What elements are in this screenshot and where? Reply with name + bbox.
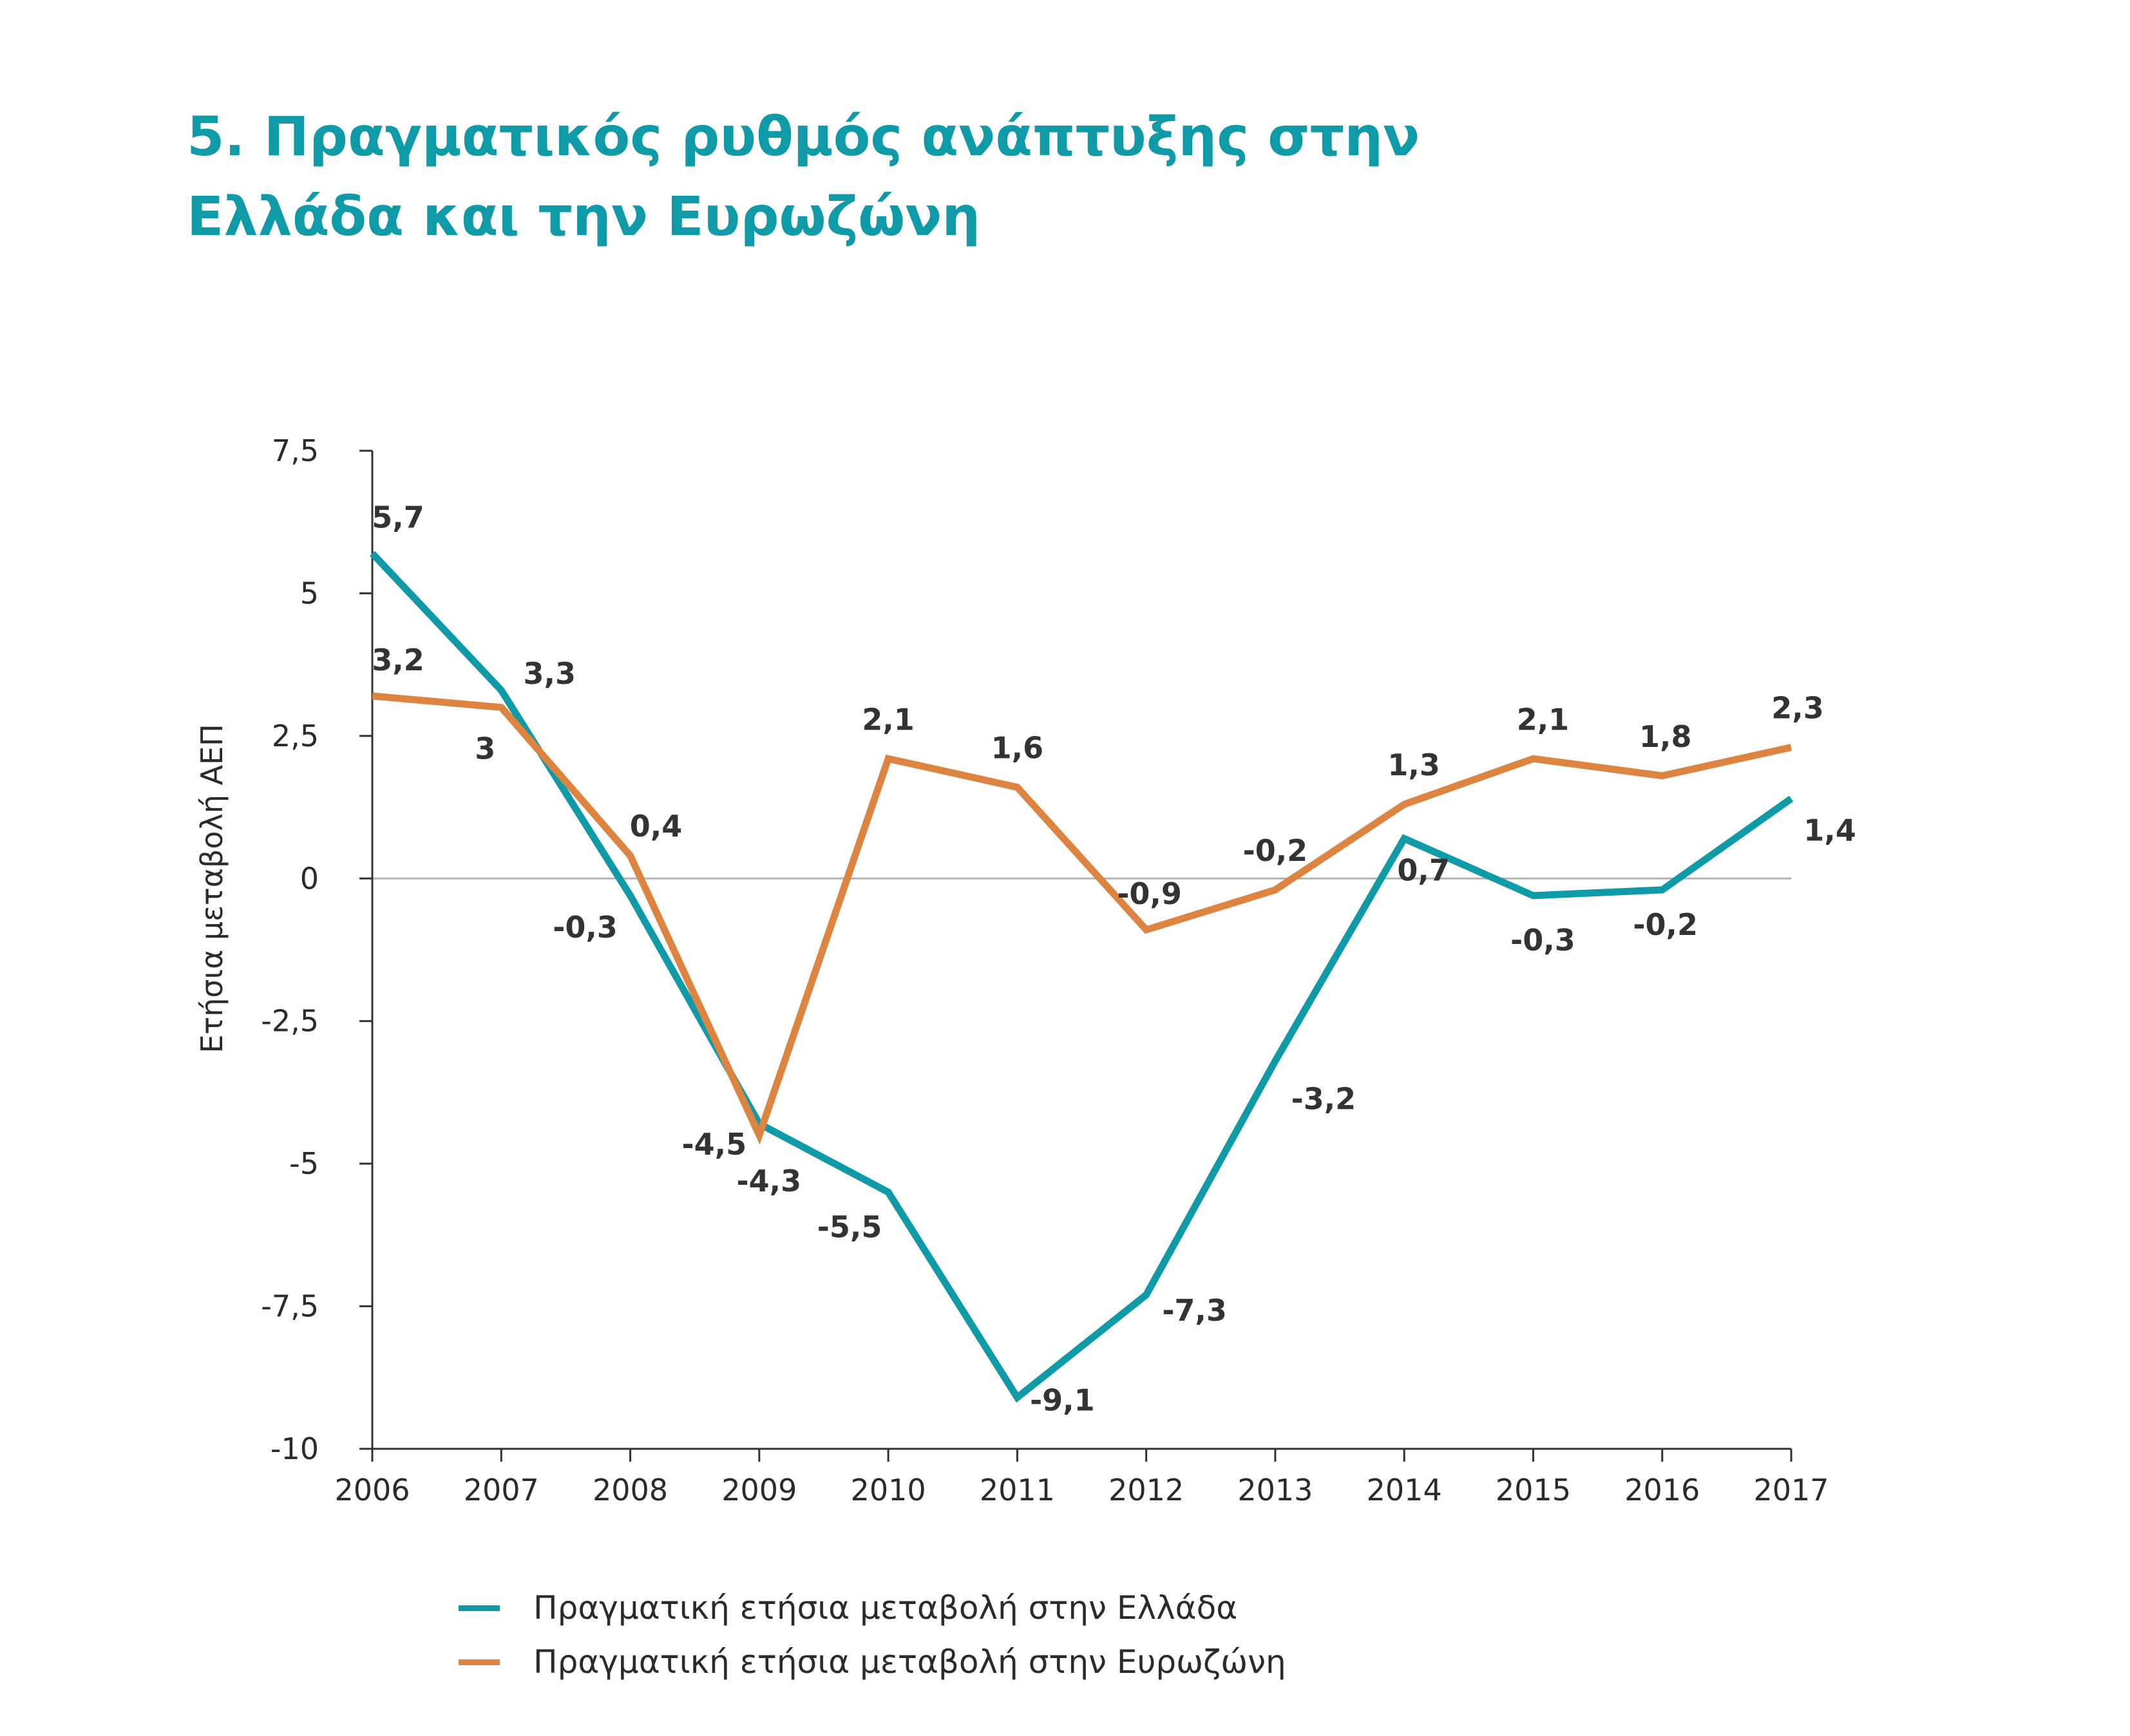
data-label-eurozone: 2,1 [862,702,915,737]
chart-title-line-1: 5. Πραγματικός ρυθμός ανάπτυξης στην [187,105,1420,168]
chart-series-lines [369,551,1794,1403]
chart-title-line-2: Ελλάδα και την Ευρωζώνη [187,185,981,248]
data-label-eurozone: 1,6 [991,731,1044,766]
y-tick-label: 0 [300,861,319,896]
data-label-greece: -5,5 [817,1209,882,1244]
data-label-eurozone: 0,4 [630,809,683,844]
y-tick-label: 2,5 [272,719,319,753]
line-chart: 7,5 5 2,5 0 -2,5 -5 -7,5 -10 2006 2007 2008 2009 201… [195,433,1856,1507]
x-tick-label: 2010 [851,1473,926,1507]
data-label-greece: 1,4 [1803,813,1856,847]
x-tick-label: 2017 [1753,1473,1829,1507]
data-label-greece: 0,7 [1397,853,1450,887]
legend-label-greece: Πραγματική ετήσια μεταβολή στην Ελλάδα [533,1589,1238,1627]
x-tick-label: 2015 [1496,1473,1571,1507]
y-tick-label: 5 [300,576,319,610]
x-tick-label: 2009 [721,1473,797,1507]
legend-item-greece: Πραγματική ετήσια μεταβολή στην Ελλάδα [459,1581,1286,1635]
legend-item-eurozone: Πραγματική ετήσια μεταβολή στην Ευρωζώνη [459,1635,1286,1689]
x-tick-label: 2007 [464,1473,539,1507]
chart-axes: 7,5 5 2,5 0 -2,5 -5 -7,5 -10 2006 2007 2008 2009 201… [195,433,1829,1507]
data-label-eurozone: 3,2 [372,643,424,677]
data-label-eurozone: 2,1 [1517,702,1570,737]
data-label-eurozone: -0,9 [1117,876,1182,911]
data-label-greece: -4,3 [737,1164,802,1198]
y-axis-title: Ετήσια μεταβολή ΑΕΠ [195,724,229,1053]
x-tick-label: 2013 [1237,1473,1313,1507]
legend-swatch-greece [459,1605,500,1611]
data-label-eurozone: 1,8 [1639,719,1692,754]
data-label-eurozone: -0,2 [1243,833,1308,868]
chart-legend: Πραγματική ετήσια μεταβολή στην Ελλάδα Π… [459,1581,1286,1689]
y-tick-label: -7,5 [261,1289,319,1324]
chart-data-labels: 5,7 3,3 -0,3 -4,3 -5,5 -9,1 -7,3 -3,2 0,7 -0,3 -0,… [372,500,1856,1417]
y-tick-label: -5 [289,1146,319,1181]
data-label-eurozone: 1,3 [1387,748,1440,782]
data-label-eurozone: 2,3 [1771,691,1824,726]
data-label-greece: -0,3 [553,910,618,945]
legend-label-eurozone: Πραγματική ετήσια μεταβολή στην Ευρωζώνη [533,1643,1286,1681]
y-tick-label: -2,5 [261,1004,319,1039]
chart-title: 5. Πραγματικός ρυθμός ανάπτυξης στην Ελλ… [187,97,1733,256]
x-tick-label: 2011 [980,1473,1055,1507]
y-tick-label: 7,5 [272,433,319,468]
legend-swatch-eurozone [459,1659,500,1665]
data-label-greece: -3,2 [1291,1082,1356,1117]
data-label-greece: 5,7 [372,500,424,534]
data-label-eurozone: 3 [475,731,495,766]
series-line-greece [369,551,1794,1403]
data-label-eurozone: -4,5 [682,1127,747,1162]
x-tick-label: 2012 [1108,1473,1184,1507]
x-tick-label: 2008 [593,1473,668,1507]
x-tick-label: 2014 [1367,1473,1442,1507]
data-label-greece: -0,3 [1510,923,1575,958]
y-tick-label: -10 [271,1431,319,1466]
data-label-greece: -0,2 [1633,907,1698,942]
series-line-eurozone [372,692,1792,1145]
data-label-greece: -9,1 [1030,1382,1095,1417]
data-label-greece: -7,3 [1162,1293,1227,1328]
x-tick-label: 2016 [1624,1473,1700,1507]
x-tick-label: 2006 [334,1473,410,1507]
data-label-greece: 3,3 [524,656,576,691]
